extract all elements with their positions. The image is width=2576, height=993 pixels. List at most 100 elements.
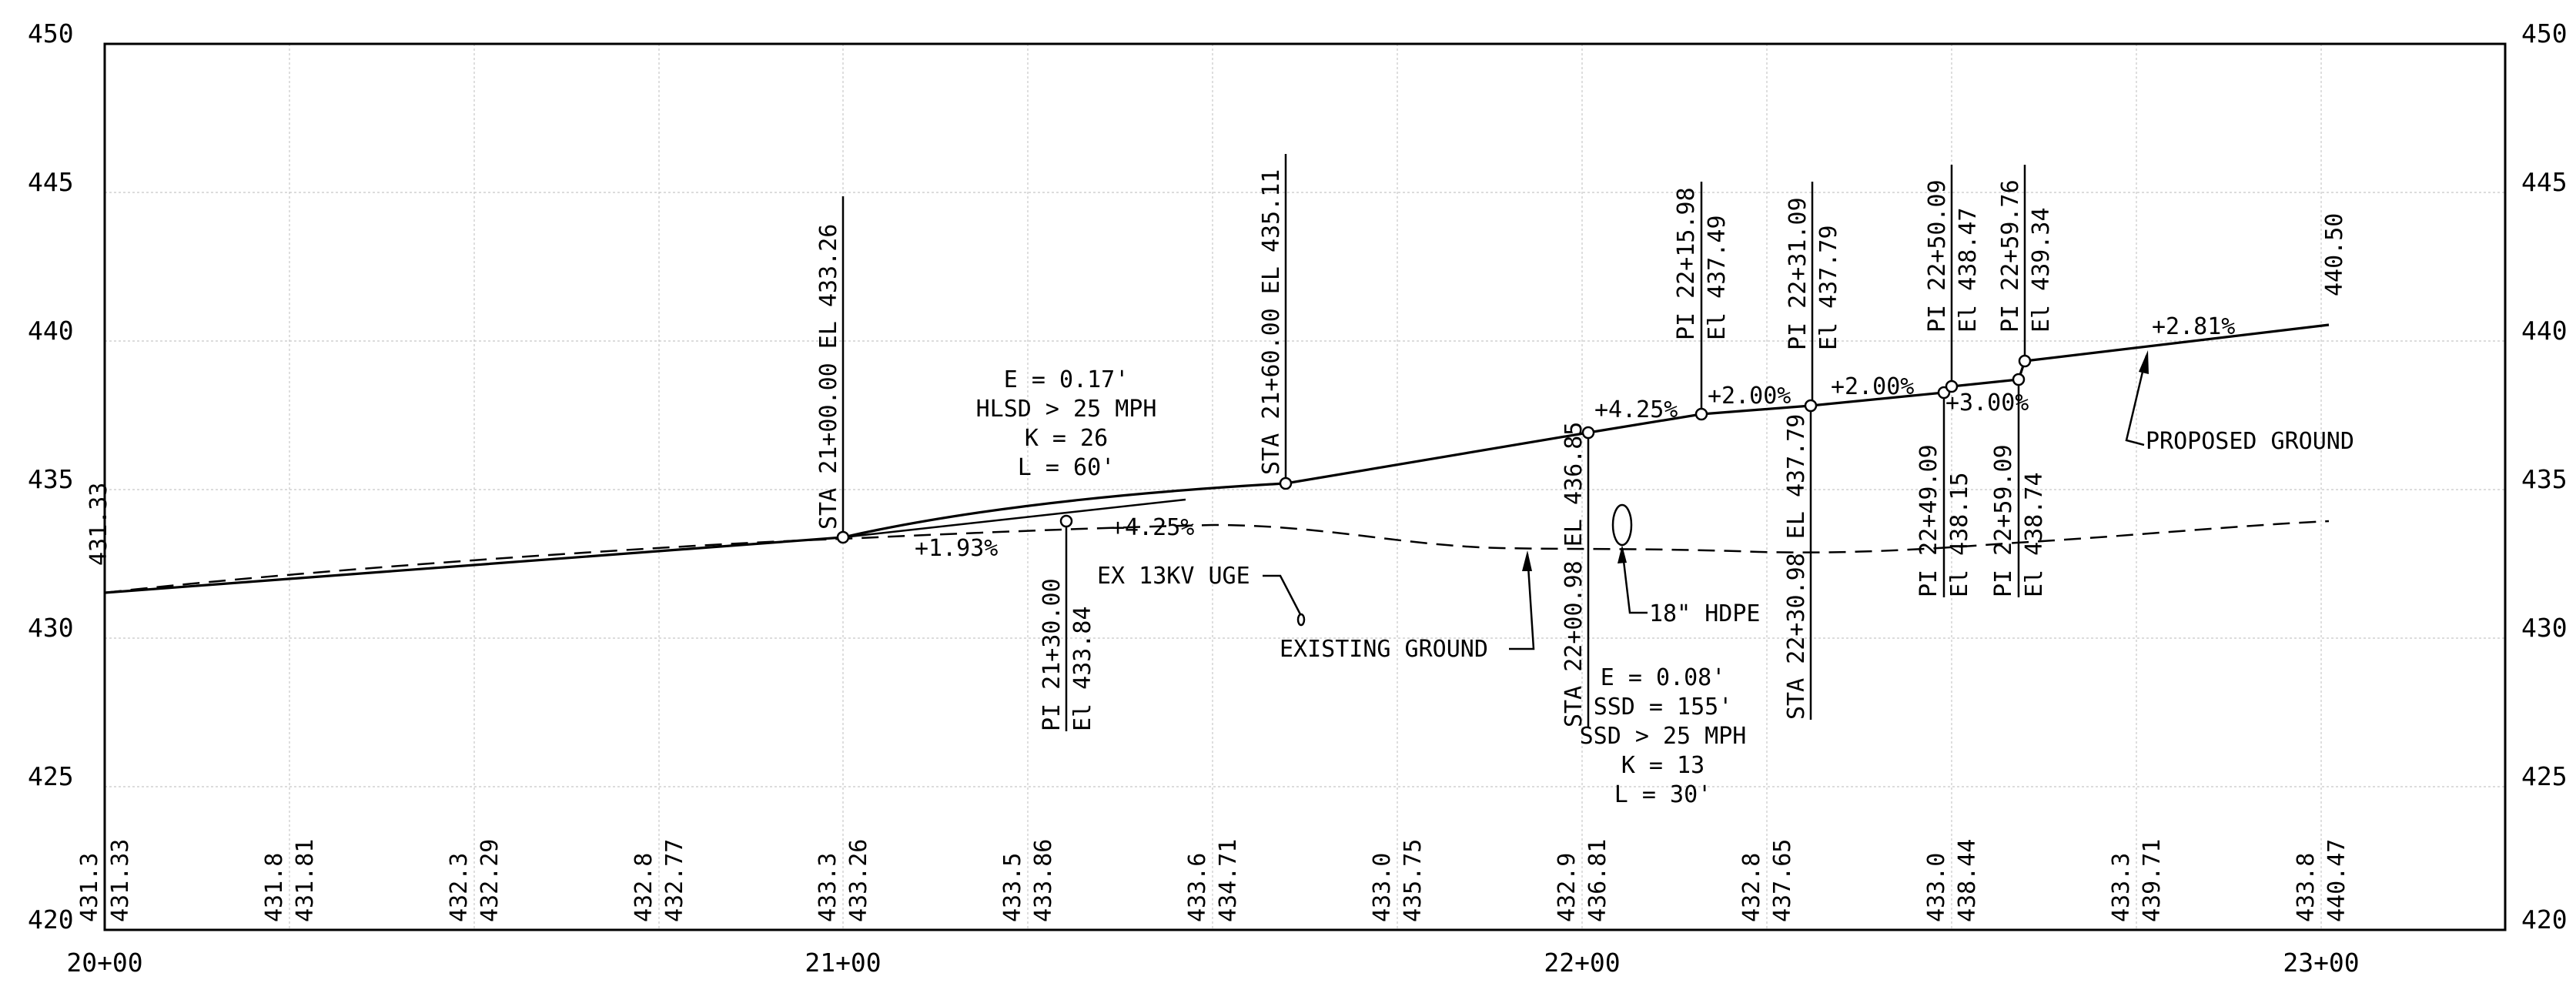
y-label-440: 440 (28, 316, 74, 346)
curve-1-data: E = 0.17' HLSD > 25 MPH K = 26 L = 60' (976, 366, 1157, 481)
proposed-elev: 432.77 (661, 839, 688, 922)
profile-nodes (836, 354, 2032, 544)
proposed-elev: 434.71 (1215, 839, 1242, 922)
station-label-2160: STA 21+60.00 EL 435.11 (1258, 169, 1285, 475)
end-elevation-label: 440.50 (2321, 213, 2348, 296)
existing-elev: 433.8 (2293, 853, 2320, 922)
station-label-2200: STA 22+00.98 EL 436.85 (1561, 422, 1587, 727)
y-label-450: 450 (28, 18, 74, 48)
arrowhead (2139, 350, 2149, 374)
existing-elev: 433.0 (1923, 853, 1950, 922)
station-label-2100: STA 21+00.00 EL 433.26 (815, 224, 842, 530)
existing-elev: 432.9 (1554, 853, 1581, 922)
pi-elev-2249: El 438.15 (1946, 472, 1973, 597)
pi-label-2259b: PI 22+59.76 (1997, 179, 2024, 333)
x-label-2100: 21+00 (805, 948, 881, 978)
station-label-2230: STA 22+30.98 EL 437.79 (1783, 414, 1810, 720)
callouts: EX 13KV UGE EXISTING GROUND 18" HDPE PRO… (1097, 350, 2354, 663)
grid (105, 44, 2505, 930)
pi-label-2259a: PI 22+59.09 (1990, 444, 2017, 597)
x-label-2300: 23+00 (2283, 948, 2359, 978)
existing-elev: 431.8 (261, 853, 288, 922)
y-label-420: 420 (28, 904, 74, 934)
arrowhead (1618, 545, 1627, 563)
pi-label-2249: PI 22+49.09 (1915, 444, 1942, 597)
y-axis-right: 450 445 440 435 430 425 420 (2521, 18, 2568, 934)
curve-1-e: E = 0.17' (1004, 366, 1129, 393)
existing-elev: 433.5 (999, 853, 1026, 922)
pi-elev-2259b: El 439.34 (2028, 207, 2055, 333)
pi-label-2215: PI 22+15.98 (1673, 187, 1700, 340)
curve-1-hlsd: HLSD > 25 MPH (976, 396, 1157, 423)
profile-frame (103, 42, 2507, 931)
arrowhead (1522, 550, 1532, 571)
curve-2-l: L = 30' (1614, 781, 1711, 808)
y-label-435: 435 (2521, 464, 2568, 494)
proposed-elev: 433.86 (1030, 839, 1057, 922)
hdpe-pipe-symbol (1611, 503, 1633, 547)
grade-labels: +1.93% +4.25% +4.25% +2.00% +2.00% +3.00… (915, 313, 2235, 562)
station-annotations: STA 21+00.00 EL 433.26 PI 21+30.00 El 43… (815, 169, 2055, 731)
curve-2-e: E = 0.08' (1601, 664, 1726, 691)
existing-elev: 432.3 (446, 853, 473, 922)
x-label-2000: 20+00 (66, 948, 142, 978)
hdpe-label: 18" HDPE (1649, 600, 1761, 627)
grade-label: +2.00% (1708, 383, 1791, 410)
existing-elev: 433.0 (1369, 853, 1396, 922)
existing-elev: 432.8 (1738, 853, 1765, 922)
grade-label: +4.25% (1594, 396, 1678, 423)
existing-ground-label: EXISTING GROUND (1280, 636, 1488, 663)
grade-label: +3.00% (1945, 390, 2029, 416)
proposed-elev: 433.26 (845, 839, 872, 922)
pi-elev-2130: El 433.84 (1069, 606, 1096, 731)
existing-elev: 432.8 (631, 853, 657, 922)
proposed-elev: 438.44 (1954, 839, 1981, 922)
proposed-elev: 436.81 (1584, 839, 1611, 922)
y-label-445: 445 (2521, 167, 2568, 197)
pi-elev-2259a: El 438.74 (2021, 472, 2048, 597)
curve-2-ssd-mph: SSD > 25 MPH (1580, 723, 1747, 750)
x-axis: 20+00 21+00 22+00 23+00 (66, 948, 2359, 978)
start-elevation-label: 431.33 (85, 483, 112, 566)
proposed-elev: 431.33 (107, 839, 134, 922)
proposed-elev: 431.81 (292, 839, 319, 922)
pi-label-2250: PI 22+50.09 (1924, 179, 1951, 333)
proposed-elev: 432.29 (477, 839, 503, 922)
existing-elev: 431.3 (76, 853, 103, 922)
pi-elev-2231: El 437.79 (1815, 225, 1842, 350)
y-label-430: 430 (28, 613, 74, 643)
pi-label-2130: PI 21+30.00 (1039, 578, 1066, 731)
proposed-ground-label: PROPOSED GROUND (2146, 428, 2354, 455)
curve-1-k: K = 26 (1025, 425, 1108, 452)
proposed-elev: 440.47 (2323, 839, 2350, 922)
y-label-425: 425 (2521, 761, 2568, 791)
pi-elev-2250: El 438.47 (1955, 207, 1982, 333)
curve-2-data: E = 0.08' SSD = 155' SSD > 25 MPH K = 13… (1580, 664, 1747, 808)
y-axis-left: 450 445 440 435 430 425 420 (28, 18, 74, 934)
y-label-445: 445 (28, 167, 74, 197)
existing-elev: 433.3 (815, 853, 841, 922)
station-lines (841, 154, 2026, 731)
existing-elev: 433.3 (2108, 853, 2135, 922)
curve-2-k: K = 13 (1621, 752, 1705, 779)
grade-label: +2.81% (2152, 313, 2235, 340)
curve-2-ssd: SSD = 155' (1594, 694, 1733, 721)
elevation-table: 431.3 431.33 431.8 431.81 432.3 432.29 4… (76, 839, 2350, 922)
y-label-435: 435 (28, 464, 74, 494)
y-label-440: 440 (2521, 316, 2568, 346)
y-label-450: 450 (2521, 18, 2568, 48)
grade-label: +4.25% (1111, 514, 1194, 541)
y-label-425: 425 (28, 761, 74, 791)
utility-symbol (1296, 613, 1306, 627)
existing-ground-line (104, 520, 2330, 594)
proposed-elev: 435.75 (1400, 839, 1427, 922)
proposed-elev: 437.65 (1769, 839, 1796, 922)
pi-elev-2215: El 437.49 (1704, 215, 1731, 340)
existing-elev: 433.6 (1184, 853, 1211, 922)
y-label-430: 430 (2521, 613, 2568, 643)
grade-label: +1.93% (915, 535, 998, 562)
y-label-420: 420 (2521, 904, 2568, 934)
curve-1-l: L = 60' (1018, 454, 1115, 481)
pi-label-2231: PI 22+31.09 (1785, 197, 1812, 350)
